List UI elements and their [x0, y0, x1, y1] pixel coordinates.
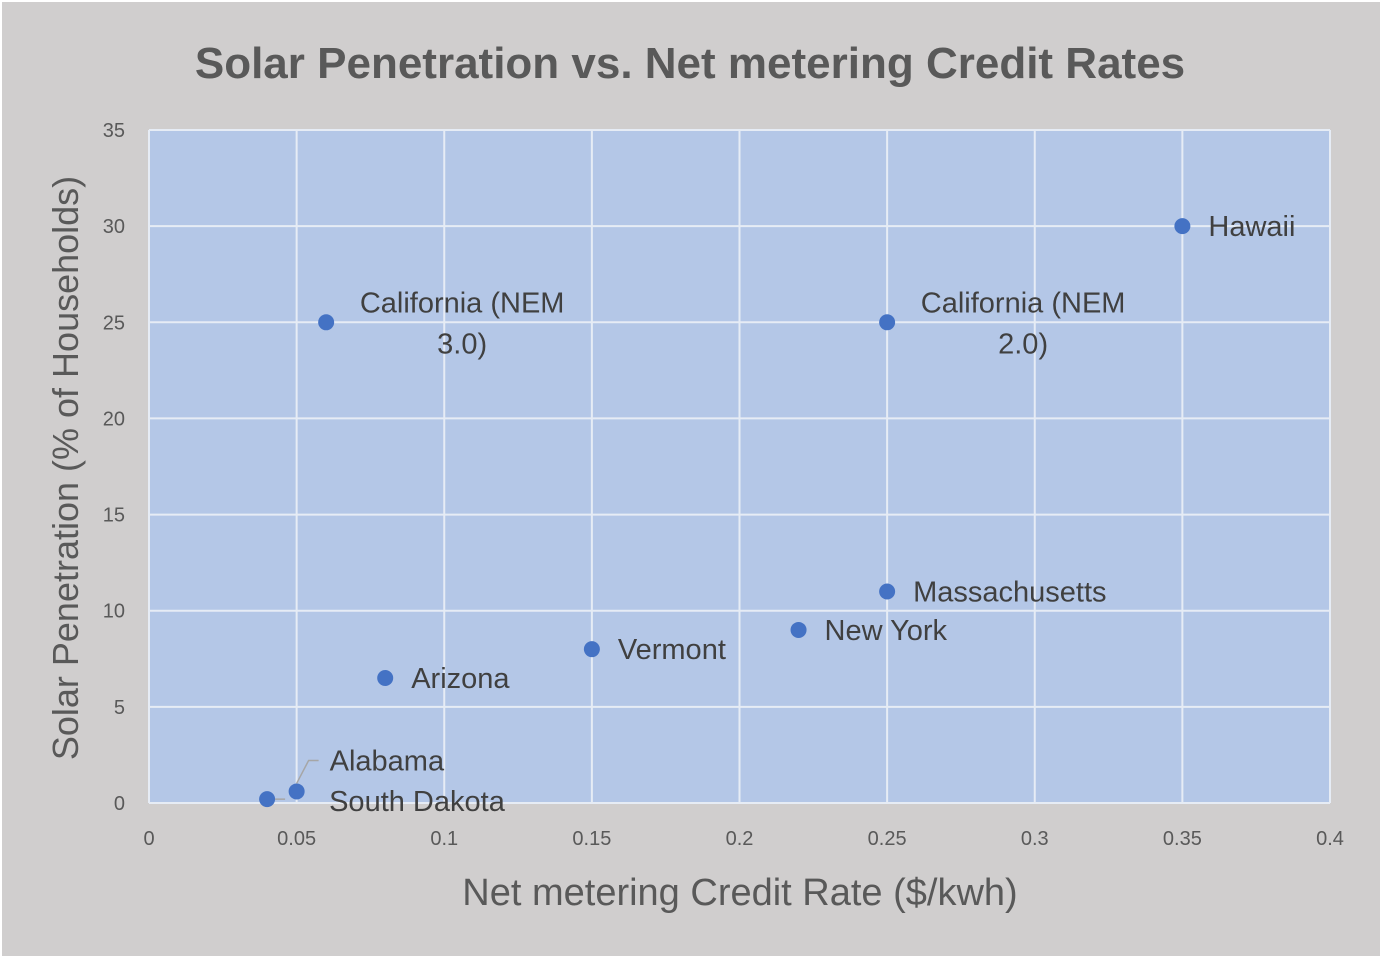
data-point [259, 791, 276, 808]
data-label-line: California (NEM [360, 287, 565, 319]
x-axis-title: Net metering Credit Rate ($/kwh) [462, 872, 1017, 914]
x-tick-label: 0.25 [868, 828, 907, 850]
y-tick-label: 35 [103, 120, 125, 142]
x-tick-label: 0.35 [1163, 828, 1202, 850]
y-axis-title: Solar Penetration (% of Households) [45, 176, 86, 760]
x-tick-label: 0.2 [726, 828, 754, 850]
data-label: Hawaii [1208, 211, 1295, 243]
gridlines [148, 129, 1331, 804]
y-tick-label: 15 [103, 505, 125, 527]
data-point-group: California (NEM 3.0) [318, 287, 564, 360]
data-point-group: New York [790, 615, 948, 647]
tick-labels: 0 0.05 0.1 0.15 0.2 0.25 0.3 0.35 0.4 0 5 10 15 20 25 3… [103, 120, 1344, 850]
x-tick-label: 0.1 [430, 828, 458, 850]
data-label-line: 2.0) [998, 328, 1048, 360]
data-label: South Dakota [329, 786, 506, 818]
y-tick-label: 5 [114, 697, 125, 719]
y-tick-label: 10 [103, 601, 125, 623]
y-tick-label: 30 [103, 216, 125, 238]
data-point [583, 641, 600, 658]
data-label: Alabama [330, 745, 445, 777]
data-point [1174, 218, 1191, 235]
data-point-group: Massachusetts [879, 576, 1107, 608]
chart-title: Solar Penetration vs. Net metering Credi… [195, 39, 1185, 88]
data-label: Massachusetts [913, 576, 1106, 608]
x-tick-label: 0.05 [277, 828, 316, 850]
data-point-group: Alabama [288, 745, 445, 800]
data-label-line: 3.0) [437, 328, 487, 360]
data-label-line: California (NEM [921, 287, 1126, 319]
x-tick-label: 0.3 [1021, 828, 1049, 850]
y-tick-label: 0 [114, 793, 125, 815]
data-point [288, 783, 305, 800]
data-label: Vermont [618, 634, 726, 666]
data-label: Arizona [411, 663, 510, 695]
data-point [377, 670, 394, 687]
leader-line [295, 759, 319, 784]
data-point-group: Arizona [377, 663, 510, 695]
data-point [879, 583, 896, 600]
x-tick-label: 0.4 [1316, 828, 1344, 850]
data-point-group: California (NEM 2.0) [879, 287, 1125, 360]
data-label: California (NEM 2.0) [921, 287, 1126, 360]
data-point-group: Hawaii [1174, 211, 1295, 243]
data-point [879, 314, 896, 331]
data-point [790, 621, 807, 638]
data-label: New York [825, 615, 948, 647]
data-label: California (NEM 3.0) [360, 287, 565, 360]
x-tick-label: 0.15 [572, 828, 611, 850]
x-tick-label: 0 [143, 828, 154, 850]
data-point [318, 314, 335, 331]
data-point-group: South Dakota [259, 786, 506, 818]
y-tick-label: 20 [103, 408, 125, 430]
data-point-group: Vermont [583, 634, 726, 666]
y-tick-label: 25 [103, 312, 125, 334]
